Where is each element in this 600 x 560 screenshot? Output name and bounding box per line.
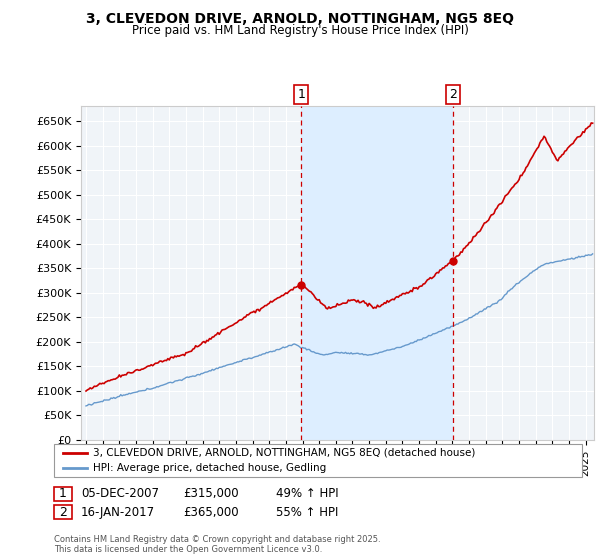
Text: 1: 1	[297, 88, 305, 101]
Text: HPI: Average price, detached house, Gedling: HPI: Average price, detached house, Gedl…	[93, 463, 326, 473]
Text: Contains HM Land Registry data © Crown copyright and database right 2025.
This d: Contains HM Land Registry data © Crown c…	[54, 535, 380, 554]
Text: 3, CLEVEDON DRIVE, ARNOLD, NOTTINGHAM, NG5 8EQ (detached house): 3, CLEVEDON DRIVE, ARNOLD, NOTTINGHAM, N…	[93, 448, 475, 458]
Text: 49% ↑ HPI: 49% ↑ HPI	[276, 487, 338, 501]
Bar	[301, 106, 453, 440]
Text: 2: 2	[59, 506, 67, 519]
Text: 16-JAN-2017: 16-JAN-2017	[81, 506, 155, 519]
Text: 2: 2	[449, 88, 457, 101]
Text: £365,000: £365,000	[183, 506, 239, 519]
Text: £315,000: £315,000	[183, 487, 239, 501]
Text: 05-DEC-2007: 05-DEC-2007	[81, 487, 159, 501]
Text: Price paid vs. HM Land Registry's House Price Index (HPI): Price paid vs. HM Land Registry's House …	[131, 24, 469, 36]
Text: 3, CLEVEDON DRIVE, ARNOLD, NOTTINGHAM, NG5 8EQ: 3, CLEVEDON DRIVE, ARNOLD, NOTTINGHAM, N…	[86, 12, 514, 26]
Text: 55% ↑ HPI: 55% ↑ HPI	[276, 506, 338, 519]
Text: 1: 1	[59, 487, 67, 501]
